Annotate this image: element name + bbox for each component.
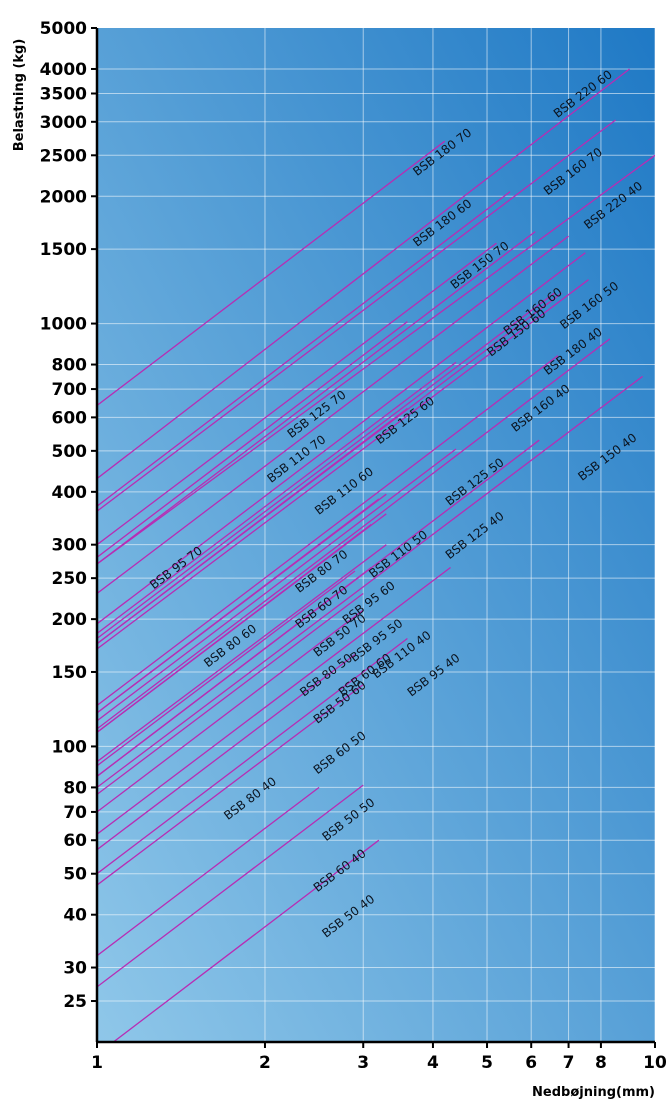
y-tick-label: 300 (52, 536, 88, 556)
grid (97, 28, 656, 1042)
series-line-bsb-125-50 (97, 355, 559, 707)
plot-area (97, 28, 655, 1042)
y-tick-label: 500 (52, 442, 88, 462)
x-tick-label: 7 (563, 1053, 575, 1073)
series-line-bsb-160-60 (97, 235, 569, 595)
series-line-bsb-160-40 (97, 338, 611, 730)
y-tick-label: 150 (52, 663, 88, 683)
series-line-bsb-80-50 (97, 570, 356, 767)
series-line-bsb-60-60 (97, 592, 364, 795)
x-tick-label: 8 (595, 1053, 607, 1073)
y-tick-label: 200 (52, 610, 88, 630)
y-tick-label: 1000 (40, 315, 87, 335)
x-axis-label: Nedbøjning(mm) (532, 1085, 655, 1100)
y-tick-label: 1500 (40, 240, 87, 260)
series-line-bsb-180-40 (97, 279, 589, 650)
y-tick-label: 40 (63, 906, 87, 926)
series-line-bsb-160-70 (97, 119, 616, 512)
x-tick-label: 3 (357, 1053, 369, 1073)
y-tick-label: 800 (52, 356, 88, 376)
y-tick-label: 2000 (40, 187, 87, 207)
x-tick-label: 6 (525, 1053, 537, 1073)
y-tick-label: 250 (52, 569, 88, 589)
y-tick-label: 3500 (40, 85, 87, 105)
series-line-bsb-110-50 (97, 448, 457, 722)
series-line-bsb-220-60 (97, 68, 630, 480)
y-tick-label: 400 (52, 483, 88, 503)
series-line-bsb-95-40 (97, 637, 408, 875)
series-line-bsb-150-40 (97, 375, 643, 788)
series-line-bsb-50-70 (97, 566, 372, 777)
series-line-bsb-80-70 (97, 493, 387, 714)
series-line-bsb-110-40 (97, 566, 451, 835)
y-tick-label: 100 (52, 737, 88, 757)
series-line-bsb-60-40 (97, 784, 364, 988)
y-axis-label: Belastning (kg) (12, 39, 27, 152)
y-tick-label: 2500 (40, 146, 87, 166)
x-tick-label: 10 (643, 1053, 667, 1073)
series-lines (97, 68, 655, 1042)
series-line-bsb-125-70 (97, 242, 497, 546)
series-line-bsb-50-60 (97, 609, 364, 813)
series-line-bsb-95-70 (97, 407, 408, 645)
x-tick-label: 2 (259, 1053, 271, 1073)
x-tick-label: 1 (91, 1053, 103, 1073)
series-line-bsb-110-70 (97, 321, 408, 558)
y-tick-label: 25 (63, 992, 87, 1012)
series-line-bsb-80-40 (97, 684, 364, 886)
y-tick-label: 5000 (40, 19, 87, 39)
y-tick-label: 600 (52, 408, 88, 428)
series-line-bsb-95-50 (97, 544, 387, 763)
tick-labels: 1 2 3 4 5 6 7 8 10 25 30 40 50 60 70 80 100 150 200 250 300 4… (40, 19, 667, 1073)
series-line-bsb-180-60 (97, 191, 511, 507)
series-line-bsb-180-70 (97, 140, 446, 407)
y-tick-label: 70 (63, 803, 87, 823)
series-line-bsb-110-60 (97, 361, 457, 635)
x-tick-label: 4 (427, 1053, 439, 1073)
x-tick-label: 5 (481, 1053, 493, 1073)
y-tick-label: 60 (63, 831, 87, 851)
series-line-bsb-60-50 (97, 653, 356, 851)
y-tick-label: 80 (63, 778, 87, 798)
y-tick-label: 30 (63, 959, 87, 979)
y-tick-label: 4000 (40, 60, 87, 80)
series-line-bsb-50-50 (97, 786, 320, 957)
y-tick-label: 50 (63, 865, 87, 885)
series-line-bsb-50-40 (113, 839, 380, 1042)
series-line-bsb-220-40 (97, 154, 655, 565)
y-tick-label: 700 (52, 380, 88, 400)
series-line-bsb-150-70 (97, 231, 536, 565)
series-line-bsb-150-60 (97, 292, 555, 640)
y-tick-label: 3000 (40, 113, 87, 133)
series-line-bsb-160-50 (97, 252, 586, 625)
series-line-bsb-60-70 (97, 513, 387, 733)
